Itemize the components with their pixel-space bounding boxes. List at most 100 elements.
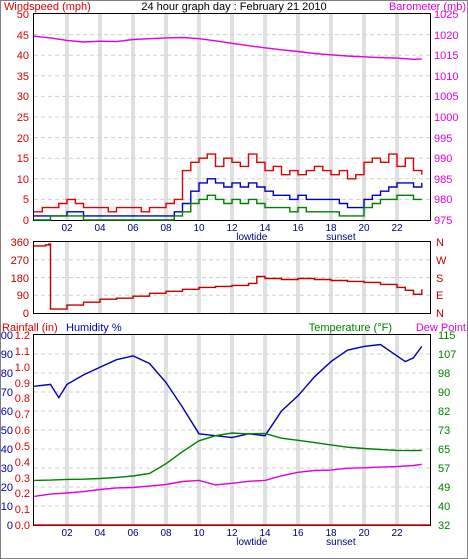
tick-label: 985 [434, 174, 452, 186]
direction-compass-tick-labels: N E S W N [436, 237, 447, 320]
tick-label: 10 [1, 501, 13, 513]
sunset-marker-label: sunset [326, 537, 356, 548]
direction-degree-tick-labels: 0 90 180 270 360 [11, 237, 29, 320]
tick-label: 82 [438, 406, 450, 418]
tick-label: 10 [17, 174, 29, 186]
tick-label: 80 [1, 368, 13, 380]
tick-label: 06 [127, 528, 139, 539]
temperature-tick-labels: 32 40 49 57 65 73 82 90 98 107 115 [438, 330, 456, 532]
tick-label: 12 [226, 223, 238, 234]
dewpoint-line [33, 463, 422, 498]
wind-average-line [34, 194, 422, 221]
tick-label: 1015 [434, 50, 458, 62]
lowtide-marker-label: lowtide [236, 232, 268, 243]
tick-label: 20 [1, 482, 13, 494]
tick-label: 0.5 [15, 441, 30, 453]
tick-label: 100 [0, 330, 13, 342]
tick-label: 1010 [434, 71, 458, 83]
tick-label: 40 [438, 501, 450, 513]
tick-label: 04 [94, 223, 106, 234]
humidity-axis-label: Humidity % [66, 322, 122, 334]
tick-label: 0 [7, 520, 13, 532]
tick-label: S [436, 273, 443, 285]
sunset-marker-label: sunset [326, 232, 356, 243]
tick-label: 30 [1, 463, 13, 475]
tick-label: 40 [1, 444, 13, 456]
tick-label: 980 [434, 194, 452, 206]
tick-label: 73 [438, 425, 450, 437]
tick-label: 32 [438, 520, 450, 532]
barometer-axis-label: Barometer (mb) [389, 1, 466, 13]
tick-label: 20 [358, 528, 370, 539]
tick-label: 90 [1, 349, 13, 361]
tick-label: 1025 [434, 9, 458, 21]
tick-label: N [436, 308, 444, 320]
humidity-tick-labels: 0 10 20 30 40 50 60 70 80 90 100 [0, 330, 13, 532]
wind-panel-grid [34, 14, 430, 220]
tick-label: 49 [438, 482, 450, 494]
tick-label: 1.0 [15, 362, 30, 374]
tick-label: 14 [259, 528, 271, 539]
tick-label: 02 [61, 528, 73, 539]
tick-label: 0.4 [15, 457, 30, 469]
tick-label: N [436, 237, 444, 249]
tick-label: 1005 [434, 91, 458, 103]
tick-label: 40 [17, 50, 29, 62]
tick-label: 18 [325, 528, 337, 539]
direction-panel-grid [34, 242, 430, 313]
temp-panel-grid [34, 335, 430, 525]
tick-label: 08 [160, 223, 172, 234]
tick-label: 18 [325, 223, 337, 234]
tick-label: 180 [11, 273, 29, 285]
tick-label: 0.7 [15, 409, 30, 421]
tick-label: 5 [23, 194, 29, 206]
tick-label: 10 [193, 223, 205, 234]
tick-label: 65 [438, 444, 450, 456]
tick-label: 60 [1, 406, 13, 418]
tick-label: 1.2 [15, 330, 30, 342]
tick-label: 20 [17, 133, 29, 145]
tick-label: 0.9 [15, 378, 30, 390]
tick-label: 50 [1, 425, 13, 437]
windspeed-line [34, 153, 423, 213]
dewpoint-axis-label: Dew Point [416, 322, 466, 334]
tick-label: 0.3 [15, 473, 30, 485]
tick-label: 107 [438, 349, 456, 361]
tick-label: 50 [17, 9, 29, 21]
tick-label: 990 [434, 153, 452, 165]
rainfall-tick-labels: 0.0 0.1 0.2 0.3 0.4 0.5 0.6 0.7 0.8 0.9 … [15, 330, 30, 532]
barometer-line [33, 35, 422, 61]
windspeed-axis-label: Windspeed (mph) [4, 1, 91, 13]
tick-label: 22 [391, 223, 403, 234]
tick-label: 1.1 [15, 346, 30, 358]
tick-label: 06 [127, 223, 139, 234]
tick-label: 115 [438, 330, 456, 342]
wind-hour-tick-labels: 02 04 06 08 10 12 14 16 18 20 22 lowtide… [61, 223, 403, 243]
tick-label: 08 [160, 528, 172, 539]
tick-label: 0 [23, 308, 29, 320]
tick-label: 360 [11, 237, 29, 249]
tick-label: 30 [17, 91, 29, 103]
tick-label: 0.6 [15, 425, 30, 437]
tick-label: 0.1 [15, 504, 30, 516]
tick-label: 1020 [434, 30, 458, 42]
tick-label: 90 [438, 387, 450, 399]
tick-label: 0.2 [15, 488, 30, 500]
tick-label: 1000 [434, 112, 458, 124]
tick-label: 25 [17, 112, 29, 124]
tick-label: 70 [1, 387, 13, 399]
tick-label: 04 [94, 528, 106, 539]
tick-label: 35 [17, 71, 29, 83]
tick-label: 45 [17, 30, 29, 42]
lowtide-marker-label: lowtide [236, 537, 268, 548]
tick-label: 0 [23, 215, 29, 227]
tick-label: 22 [391, 528, 403, 539]
temperature-line [33, 432, 422, 482]
humidity-line [33, 343, 423, 439]
temperature-axis-label: Temperature (°F) [309, 322, 392, 334]
tick-label: 12 [226, 528, 238, 539]
series-layer [33, 35, 430, 526]
rainfall-axis-label: Rainfall (in) [2, 322, 58, 334]
tick-label: 995 [434, 133, 452, 145]
